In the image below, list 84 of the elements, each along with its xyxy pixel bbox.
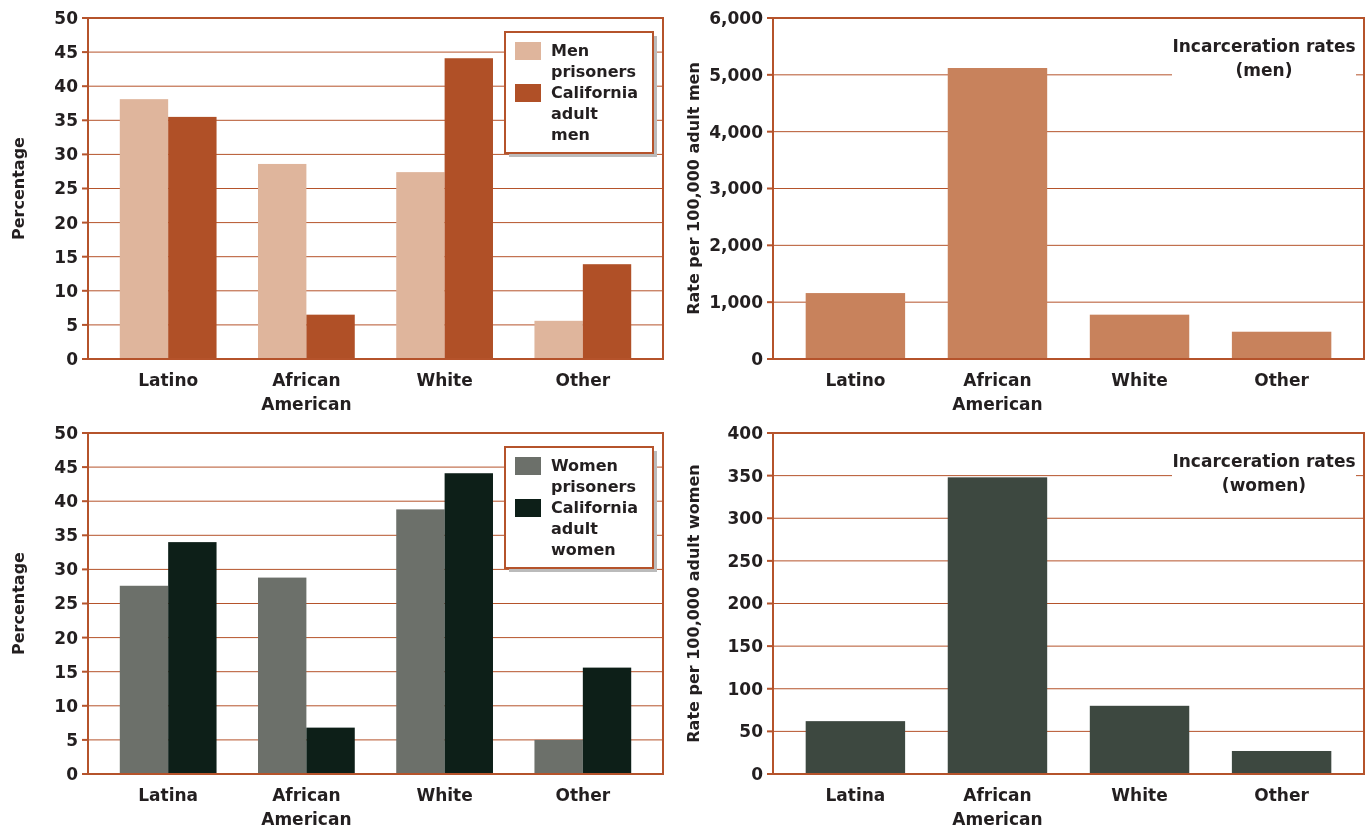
y-tick-label: 6,000 xyxy=(709,7,764,28)
x-tick-label: Latina xyxy=(138,785,199,805)
x-tick-label: African American xyxy=(952,785,1043,829)
y-tick-label: 10 xyxy=(54,695,79,716)
x-tick-label: White xyxy=(416,370,473,390)
y-tick-label: 20 xyxy=(54,212,79,233)
y-tick-label: 45 xyxy=(54,457,78,478)
x-tick-label: Latino xyxy=(138,370,199,390)
bar xyxy=(947,68,1048,359)
x-tick-label: Other xyxy=(1254,370,1310,390)
y-tick-label: 30 xyxy=(54,559,79,580)
bar xyxy=(119,585,169,774)
bar xyxy=(258,577,307,774)
bar xyxy=(119,99,169,359)
y-tick-label: 0 xyxy=(66,763,79,784)
y-tick-label: 25 xyxy=(54,178,78,199)
bar xyxy=(805,293,906,359)
y-tick-label: 50 xyxy=(54,422,79,443)
text: Incarceration rates (women) xyxy=(1172,451,1356,495)
y-axis-title: Percentage xyxy=(9,551,28,655)
y-tick-label: 50 xyxy=(54,7,79,28)
y-tick-label: 2,000 xyxy=(709,235,764,256)
bar xyxy=(582,667,632,774)
y-axis-title: Percentage xyxy=(9,136,28,240)
y-tick-label: 30 xyxy=(54,144,79,165)
legend-label: Men prisoners xyxy=(551,41,636,81)
bar xyxy=(396,172,445,359)
x-tick-label: African American xyxy=(952,370,1043,414)
y-tick-label: 35 xyxy=(54,525,78,546)
bar xyxy=(1089,705,1190,774)
x-tick-label: African American xyxy=(261,785,352,829)
x-tick-label: Latina xyxy=(825,785,886,805)
y-tick-label: 5 xyxy=(66,314,78,335)
y-tick-label: 150 xyxy=(727,636,764,657)
y-tick-label: 40 xyxy=(54,491,79,512)
y-axis-title: Rate per 100,000 adult women xyxy=(684,464,703,743)
x-tick-label: White xyxy=(1111,785,1168,805)
y-tick-label: 50 xyxy=(739,721,764,742)
y-tick-label: 0 xyxy=(751,763,764,784)
y-tick-label: 10 xyxy=(54,280,79,301)
bar xyxy=(444,473,493,774)
y-tick-label: 20 xyxy=(54,627,79,648)
y-tick-label: 5 xyxy=(66,729,78,750)
y-tick-label: 350 xyxy=(727,465,764,486)
y-tick-label: 15 xyxy=(54,246,78,267)
bar xyxy=(396,509,445,774)
y-tick-label: 35 xyxy=(54,110,78,131)
y-tick-label: 40 xyxy=(54,76,79,97)
x-tick-label: Other xyxy=(1254,785,1310,805)
bar xyxy=(306,727,355,774)
bar xyxy=(258,163,307,359)
legend-label: Women prisoners xyxy=(551,456,636,496)
x-tick-label: White xyxy=(1111,370,1168,390)
bar xyxy=(1089,314,1190,359)
y-tick-label: 15 xyxy=(54,661,78,682)
y-tick-label: 0 xyxy=(66,348,79,369)
y-tick-label: 5,000 xyxy=(709,64,764,85)
text: Incarceration rates (men) xyxy=(1172,36,1356,80)
y-tick-label: 3,000 xyxy=(709,178,764,199)
y-tick-label: 4,000 xyxy=(709,121,764,142)
y-tick-label: 400 xyxy=(727,422,764,443)
bar xyxy=(805,721,906,774)
y-tick-label: 250 xyxy=(727,550,764,571)
y-tick-label: 45 xyxy=(54,42,78,63)
x-tick-label: Other xyxy=(555,370,611,390)
y-tick-label: 0 xyxy=(751,348,764,369)
y-tick-label: 200 xyxy=(727,593,764,614)
y-tick-label: 300 xyxy=(727,508,764,529)
x-tick-label: Latino xyxy=(825,370,886,390)
y-tick-label: 100 xyxy=(727,678,764,699)
bar xyxy=(168,542,217,774)
bar xyxy=(534,320,583,359)
x-tick-label: African American xyxy=(261,370,352,414)
y-axis-title: Rate per 100,000 adult men xyxy=(684,62,703,315)
x-tick-label: White xyxy=(416,785,473,805)
bar xyxy=(1231,331,1332,359)
legend-label: California adult men xyxy=(551,83,639,144)
legend-label: California adult women xyxy=(551,498,639,559)
y-tick-label: 25 xyxy=(54,593,78,614)
bar xyxy=(534,739,583,774)
bar xyxy=(1231,750,1332,774)
bar xyxy=(947,477,1048,774)
y-tick-label: 1,000 xyxy=(709,292,764,313)
x-tick-label: Other xyxy=(555,785,611,805)
